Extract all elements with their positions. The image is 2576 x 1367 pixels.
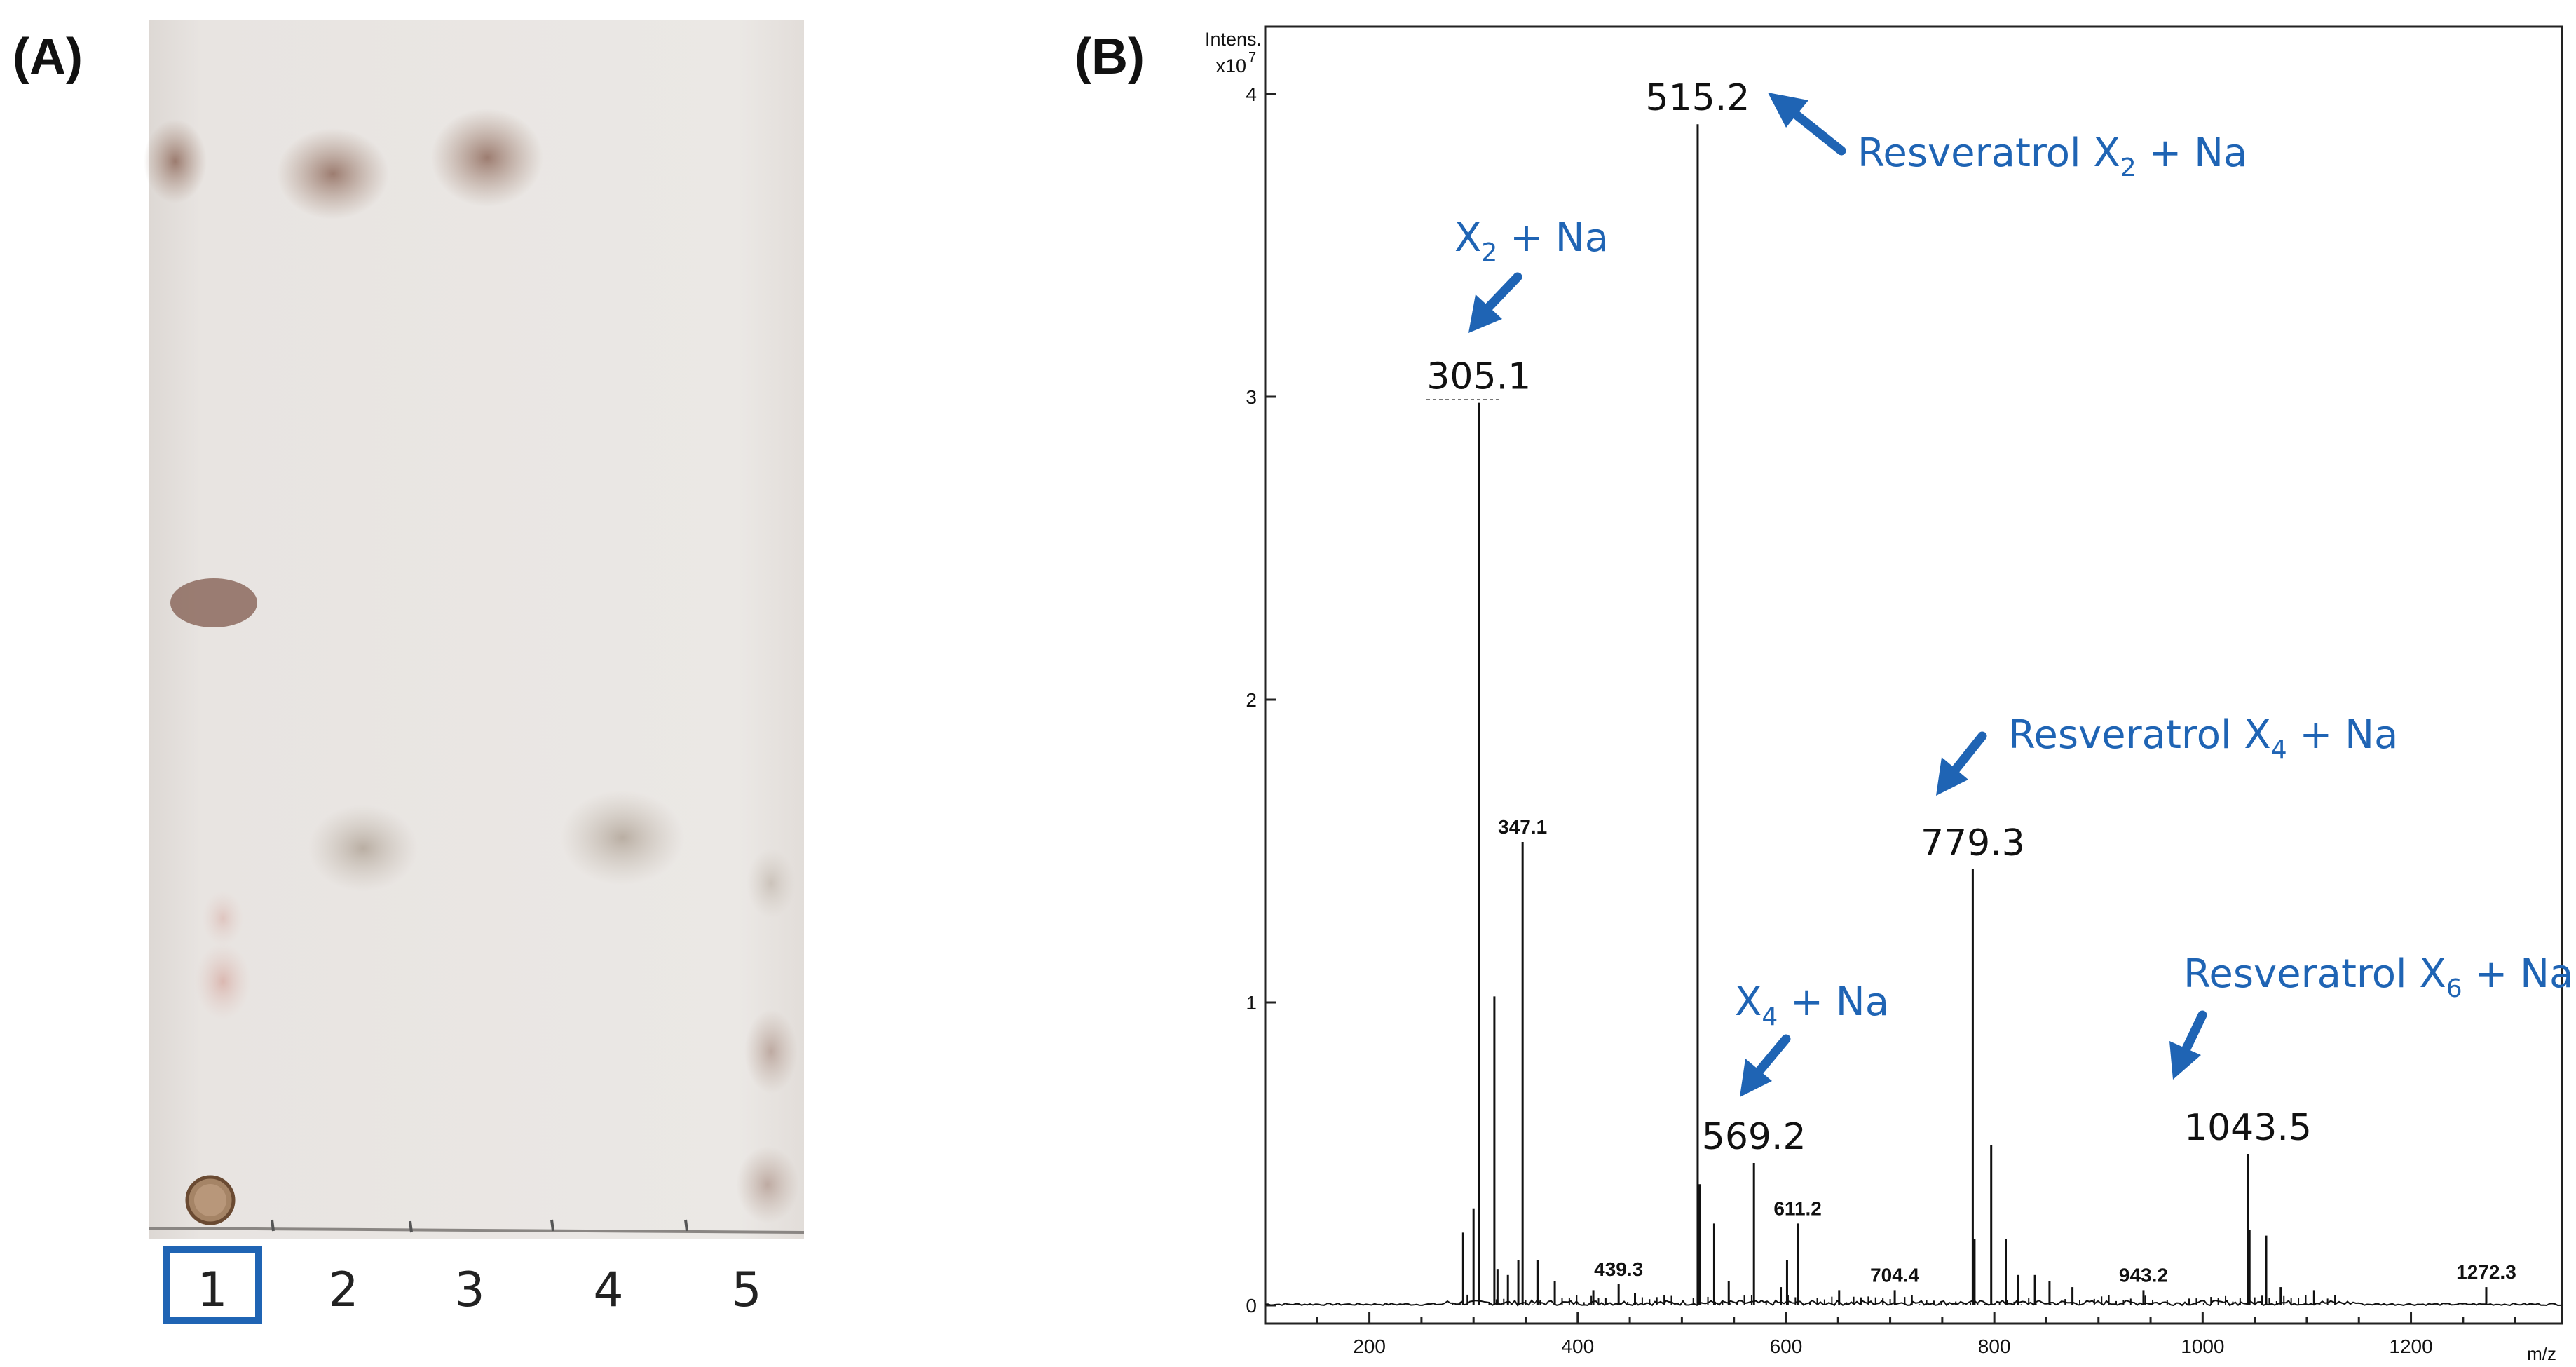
peak-label: 611.2 bbox=[1773, 1197, 1822, 1219]
y-tick-label: 1 bbox=[1246, 992, 1257, 1014]
ms-chart: Intens. x10 7 m/z 0 1 2 3 4 200 400 600 800 1000… bbox=[1205, 25, 2563, 1364]
peak-labels: 305.1 347.1 439.3 515.2 569.2 611.2 704.4 779.3… bbox=[1426, 77, 2516, 1286]
tlc-tick-4 bbox=[550, 1219, 554, 1232]
y-tick-label: 4 bbox=[1246, 83, 1257, 105]
peak-label: 943.2 bbox=[2119, 1264, 2168, 1286]
tlc-origin-spot-lane1-center bbox=[194, 1184, 226, 1216]
tlc-spot-lane5-smear-1 bbox=[744, 1009, 798, 1094]
y-tick-label: 2 bbox=[1246, 689, 1257, 711]
spectrum-peaks bbox=[1452, 124, 2488, 1305]
lane-number-2: 2 bbox=[328, 1263, 358, 1318]
x-tick-label: 800 bbox=[1978, 1335, 2011, 1357]
ms-plot-frame bbox=[1264, 25, 2563, 1325]
peak-label: 779.3 bbox=[1921, 822, 2025, 864]
tlc-spot-lane3-front bbox=[431, 109, 543, 207]
panel-b-label: (B) bbox=[1075, 29, 1145, 85]
annotation-resveratrol-x4: Resveratrol X4 + Na bbox=[2008, 712, 2398, 764]
peak-label: 569.2 bbox=[1702, 1116, 1806, 1158]
tlc-spot-lane2-grey bbox=[308, 805, 418, 892]
x-axis-ticks: 200 400 600 800 1000 1200 bbox=[1316, 1312, 2516, 1357]
lane-number-4: 4 bbox=[593, 1263, 623, 1318]
panel-a-label: (A) bbox=[13, 29, 83, 85]
tlc-spot-lane1-mid bbox=[170, 578, 257, 627]
arrow-resveratrol-x6 bbox=[2169, 1010, 2207, 1080]
tlc-spot-lane1-pink-2 bbox=[202, 890, 244, 946]
tlc-spot-lane1-front bbox=[144, 119, 207, 203]
tlc-plate-background bbox=[149, 20, 804, 1239]
y-axis-label-line2: x10 bbox=[1215, 55, 1246, 76]
y-axis-label-line1: Intens. bbox=[1205, 29, 1262, 50]
tlc-spot-lane5-smear-3 bbox=[747, 848, 796, 918]
tlc-baseline bbox=[148, 1227, 805, 1234]
y-tick-label: 3 bbox=[1246, 386, 1257, 408]
peak-label: 1043.5 bbox=[2184, 1107, 2312, 1149]
tlc-tick-5 bbox=[684, 1219, 688, 1232]
peak-label: 305.1 bbox=[1426, 356, 1531, 398]
arrow-resveratrol-x4 bbox=[1936, 731, 1987, 796]
x-tick-label: 200 bbox=[1353, 1335, 1386, 1357]
lane-number-1: 1 bbox=[197, 1263, 227, 1318]
x-tick-label: 1200 bbox=[2389, 1335, 2432, 1357]
tlc-tick-3 bbox=[409, 1220, 413, 1233]
peak-label: 439.3 bbox=[1594, 1258, 1643, 1280]
lane-1-highlight-box bbox=[163, 1246, 262, 1324]
peak-label: 1272.3 bbox=[2456, 1261, 2516, 1283]
annotation-x2: X2 + Na bbox=[1454, 215, 1609, 267]
x-tick-label: 1000 bbox=[2181, 1335, 2224, 1357]
tlc-tick-2 bbox=[271, 1219, 275, 1232]
annotation-resveratrol-x2: Resveratrol X2 + Na bbox=[1858, 130, 2247, 182]
tlc-spot-lane4-grey bbox=[561, 790, 684, 885]
peak-label: 515.2 bbox=[1646, 77, 1750, 119]
tlc-spot-lane1-pink bbox=[195, 943, 251, 1020]
arrow-x2 bbox=[1468, 272, 1522, 333]
tlc-plate bbox=[144, 20, 805, 1239]
arrow-resveratrol-x2 bbox=[1768, 93, 1846, 156]
arrow-x4 bbox=[1740, 1034, 1791, 1097]
y-axis-label-exponent: 7 bbox=[1248, 50, 1256, 65]
lane-number-3: 3 bbox=[454, 1263, 484, 1318]
x-axis-unit-label: m/z bbox=[2527, 1343, 2556, 1364]
peak-label: 347.1 bbox=[1498, 816, 1547, 838]
annotation-x4: X4 + Na bbox=[1735, 979, 1889, 1031]
annotation-resveratrol-x6: Resveratrol X6 + Na bbox=[2183, 951, 2573, 1003]
peak-label: 704.4 bbox=[1870, 1264, 1919, 1286]
tlc-spot-lane5-smear-2 bbox=[736, 1146, 799, 1223]
x-tick-label: 600 bbox=[1770, 1335, 1803, 1357]
tlc-spot-lane2-front bbox=[277, 128, 389, 219]
annotations: Resveratrol X2 + Na X2 + Na Resveratrol … bbox=[1454, 93, 2573, 1097]
y-axis-ticks: 0 1 2 3 4 bbox=[1246, 83, 1276, 1317]
y-tick-label: 0 bbox=[1246, 1295, 1257, 1317]
lane-number-5: 5 bbox=[731, 1263, 761, 1318]
x-tick-label: 400 bbox=[1561, 1335, 1594, 1357]
